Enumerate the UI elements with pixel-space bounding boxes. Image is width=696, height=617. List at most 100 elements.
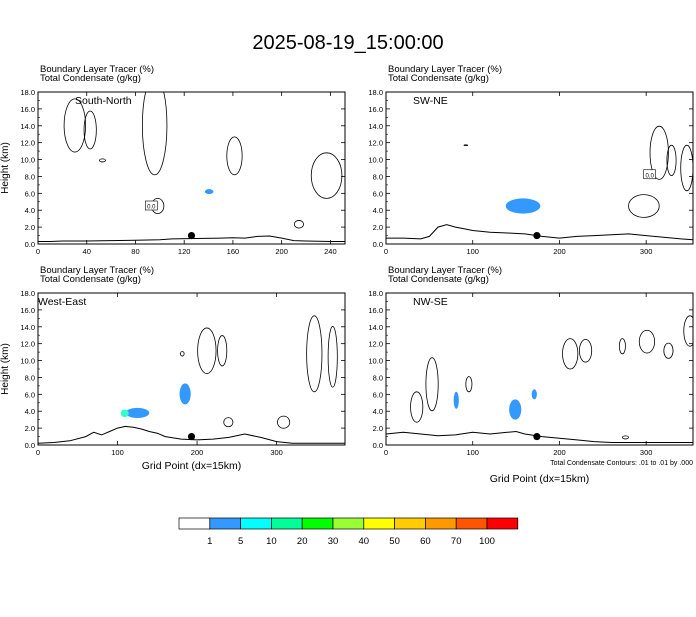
y-tick-label: 18.0 (368, 88, 383, 97)
chart-panel: Boundary Layer Tracer (%)Total Condensat… (368, 265, 694, 485)
condensate-contour (293, 220, 304, 229)
y-tick-label: 14.0 (368, 323, 383, 332)
y-tick-label: 6.0 (373, 189, 383, 198)
x-tick-label: 120 (178, 247, 191, 256)
plot-area (38, 315, 345, 444)
y-tick-label: 16.0 (20, 105, 35, 114)
y-tick-label: 0.0 (373, 240, 383, 249)
y-tick-label: 8.0 (25, 373, 35, 382)
colorbar-swatch (240, 517, 272, 530)
x-tick-label: 200 (275, 247, 288, 256)
plot-frame (385, 292, 694, 446)
colorbar-label: 1 (207, 536, 212, 547)
panel-header-condensate: Total Condensate (g/kg) (40, 274, 141, 285)
x-tick-label: 300 (640, 448, 653, 457)
panel-title: SW-NE (413, 95, 448, 107)
condensate-contour (410, 391, 424, 423)
colorbar-label: 100 (479, 536, 495, 547)
terrain-line (386, 224, 693, 241)
panel-header-tracer: Boundary Layer Tracer (%) (388, 64, 502, 75)
contour-label-box (144, 200, 158, 211)
y-tick-label: 4.0 (373, 407, 383, 416)
colorbar-label: 40 (359, 536, 370, 547)
y-tick-label: 2.0 (373, 424, 383, 433)
tracer-area (204, 189, 214, 195)
chart-panel: Boundary Layer Tracer (%)Total Condensat… (0, 265, 346, 472)
y-tick-label: 2.0 (25, 223, 35, 232)
y-tick-label: 18.0 (20, 289, 35, 298)
y-tick-label: 16.0 (368, 105, 383, 114)
x-tick-label: 100 (466, 247, 479, 256)
y-tick-label: 8.0 (373, 373, 383, 382)
y-tick-label: 14.0 (20, 323, 35, 332)
x-axis-label: Grid Point (dx=15km) (490, 473, 590, 485)
colorbar-label: 5 (238, 536, 243, 547)
x-tick-label: 0 (384, 247, 388, 256)
condensate-contour (277, 415, 291, 429)
x-tick-label: 0 (384, 448, 388, 457)
panel-header-tracer: Boundary Layer Tracer (%) (40, 64, 154, 75)
x-tick-label: 240 (324, 247, 337, 256)
y-tick-label: 4.0 (373, 206, 383, 215)
location-marker (533, 231, 541, 240)
y-tick-label: 10.0 (20, 156, 35, 165)
chart-panel: Boundary Layer Tracer (%)Total Condensat… (0, 64, 346, 256)
condensate-contour (628, 194, 660, 218)
panel-header-tracer: Boundary Layer Tracer (%) (40, 265, 154, 276)
terrain-line (386, 430, 693, 443)
y-tick-label: 12.0 (20, 340, 35, 349)
colorbar-label: 70 (451, 536, 462, 547)
x-tick-label: 200 (553, 247, 566, 256)
y-tick-label: 0.0 (25, 240, 35, 249)
contour-label-box (643, 169, 656, 180)
x-tick-label: 40 (83, 247, 91, 256)
condensate-contour (63, 98, 86, 153)
condensate-contour (310, 152, 343, 199)
condensate-contour (425, 357, 439, 412)
condensate-contour (579, 338, 593, 363)
y-tick-label: 0.0 (25, 441, 35, 450)
y-tick-label: 4.0 (25, 407, 35, 416)
y-tick-label: 10.0 (368, 357, 383, 366)
x-tick-label: 100 (111, 448, 124, 457)
x-tick-label: 200 (191, 448, 204, 457)
colorbar-label: 10 (266, 536, 277, 547)
plot-area (386, 315, 693, 443)
panel-title: South-North (75, 95, 132, 107)
colorbar-swatch (394, 517, 426, 530)
chart-panel: Boundary Layer Tracer (%)Total Condensat… (368, 64, 694, 256)
condensate-contour (327, 326, 338, 388)
tracer-area (179, 383, 191, 405)
panel-title: West-East (38, 296, 86, 308)
y-tick-label: 12.0 (368, 340, 383, 349)
condensate-contour (226, 136, 243, 176)
figure-title: 2025-08-19_15:00:00 (252, 32, 443, 54)
condensate-contour (83, 110, 97, 150)
tracer-area (453, 391, 459, 409)
y-tick-label: 2.0 (373, 223, 383, 232)
colorbar-swatch (425, 517, 457, 530)
condensate-contour (638, 329, 656, 354)
y-tick-label: 14.0 (20, 122, 35, 131)
colorbar-swatch (332, 517, 365, 530)
panel-header-tracer: Boundary Layer Tracer (%) (388, 265, 502, 276)
x-axis-label: Grid Point (dx=15km) (142, 460, 242, 472)
colorbar-swatch (455, 517, 488, 530)
y-tick-label: 8.0 (25, 172, 35, 181)
y-tick-label: 8.0 (373, 172, 383, 181)
condensate-contour (562, 338, 579, 370)
panel-header-condensate: Total Condensate (g/kg) (388, 274, 489, 285)
y-tick-label: 10.0 (20, 357, 35, 366)
condensate-contour (666, 144, 677, 176)
y-axis-label: Height (km) (0, 343, 11, 395)
colorbar: 1 5 10 20 30 40 50 60 70 100 (178, 517, 519, 547)
contour-footnote: Total Condensate Contours: .01 to .01 by… (550, 460, 693, 467)
y-tick-label: 16.0 (20, 306, 35, 315)
colorbar-label: 30 (328, 536, 339, 547)
tracer-area (531, 389, 537, 400)
y-tick-label: 12.0 (20, 139, 35, 148)
y-tick-label: 12.0 (368, 139, 383, 148)
panel-title: NW-SE (413, 296, 448, 308)
plot-frame (37, 91, 346, 245)
y-tick-label: 6.0 (373, 390, 383, 399)
